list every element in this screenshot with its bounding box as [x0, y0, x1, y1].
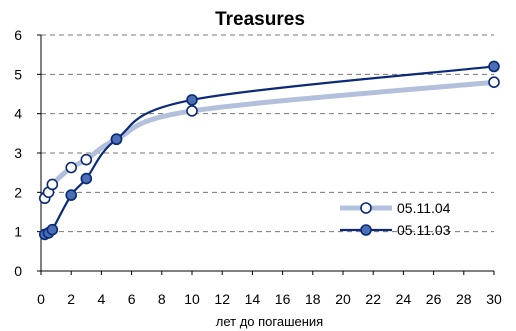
x-tick-label: 16 — [275, 291, 291, 307]
legend-label: 05.11.04 — [397, 200, 451, 216]
x-tick-label: 12 — [214, 291, 230, 307]
y-tick-label: 2 — [14, 184, 22, 200]
x-tick-label: 0 — [37, 291, 45, 307]
grid-lines — [41, 34, 494, 233]
series-group — [38, 60, 500, 241]
x-tick-label: 18 — [305, 291, 321, 307]
x-tick-label: 8 — [158, 291, 166, 307]
x-tick-label: 26 — [426, 291, 442, 307]
x-tick-labels: 0 2 4 6 8 10 12 14 16 18 20 22 24 26 28 30 — [37, 271, 502, 307]
x-tick-label: 30 — [486, 291, 502, 307]
x-tick-label: 4 — [98, 291, 106, 307]
x-tick-label: 28 — [456, 291, 472, 307]
legend-label: 05.11.03 — [397, 222, 451, 238]
data-point — [80, 153, 93, 166]
legend-marker — [360, 202, 372, 214]
data-point — [488, 60, 500, 73]
legend: 05.11.04 05.11.03 — [340, 200, 451, 238]
x-tick-label: 6 — [128, 291, 136, 307]
data-point — [65, 189, 77, 201]
chart-title: Treasures — [215, 9, 305, 30]
x-axis-label: лет до погашения — [216, 314, 323, 329]
data-point — [186, 94, 198, 106]
data-point — [46, 178, 59, 191]
x-tick-label: 14 — [245, 291, 261, 307]
y-tick-labels: 0 1 2 3 4 5 6 — [14, 27, 41, 279]
y-tick-label: 6 — [14, 27, 22, 43]
x-tick-label: 20 — [335, 291, 351, 307]
x-tick-label: 22 — [365, 291, 381, 307]
x-tick-label: 2 — [67, 291, 75, 307]
y-tick-label: 0 — [14, 263, 22, 279]
series-1 — [38, 76, 500, 205]
data-point — [65, 161, 77, 174]
y-tick-label: 3 — [14, 145, 22, 161]
data-point — [186, 105, 198, 117]
series-2 — [38, 60, 500, 241]
y-tick-label: 1 — [14, 224, 22, 240]
legend-marker — [360, 224, 372, 236]
data-point — [488, 76, 500, 88]
data-point — [80, 172, 93, 185]
data-point — [110, 133, 123, 146]
y-tick-label: 5 — [14, 66, 22, 82]
y-tick-label: 4 — [14, 106, 22, 122]
data-point — [46, 223, 59, 236]
x-tick-label: 24 — [396, 291, 412, 307]
x-tick-label: 10 — [184, 291, 200, 307]
